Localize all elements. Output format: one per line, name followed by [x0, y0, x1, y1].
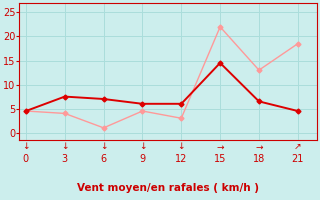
- Text: →: →: [255, 142, 263, 151]
- Text: ↗: ↗: [294, 142, 301, 151]
- Text: ↓: ↓: [178, 142, 185, 151]
- Text: ↓: ↓: [61, 142, 68, 151]
- Text: ↓: ↓: [22, 142, 30, 151]
- Text: ↓: ↓: [139, 142, 146, 151]
- Text: ↓: ↓: [100, 142, 107, 151]
- X-axis label: Vent moyen/en rafales ( km/h ): Vent moyen/en rafales ( km/h ): [77, 183, 259, 193]
- Text: →: →: [216, 142, 224, 151]
